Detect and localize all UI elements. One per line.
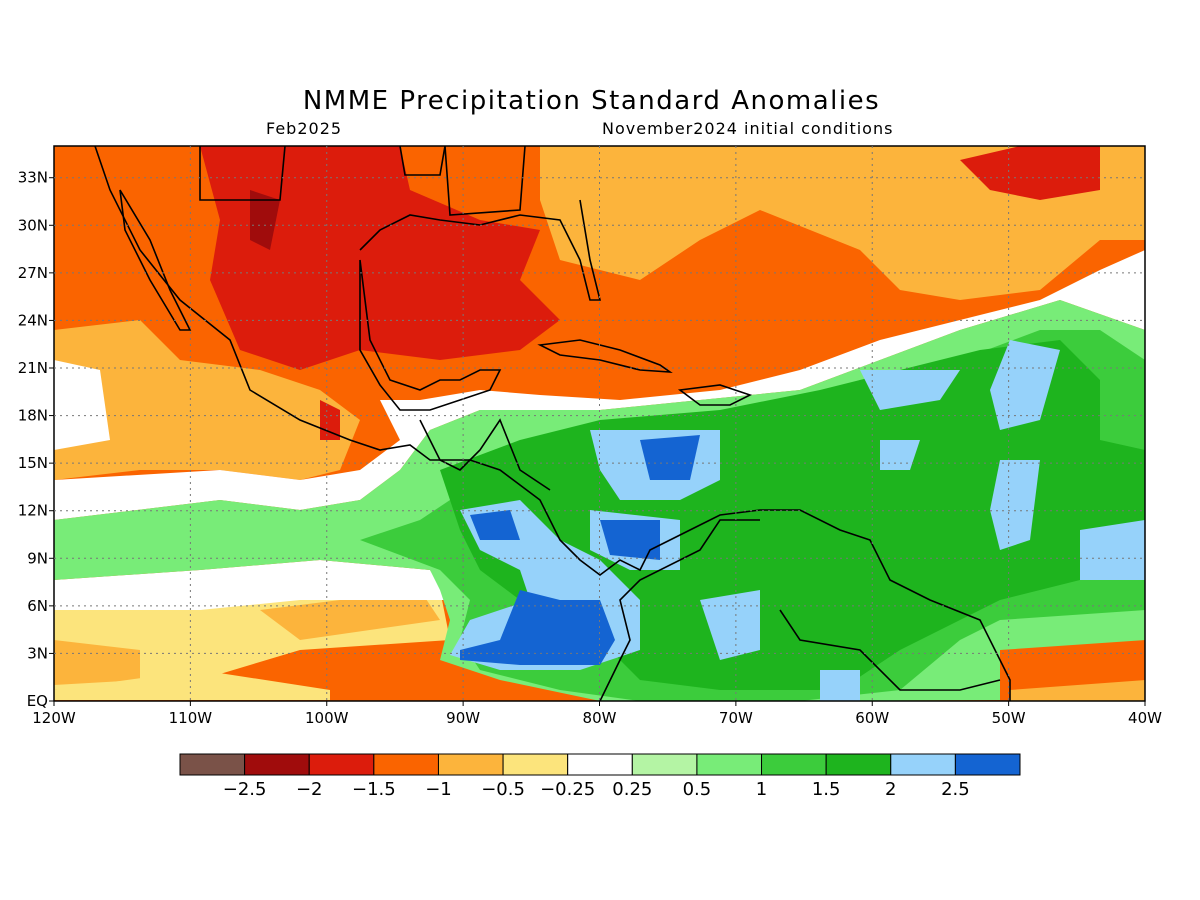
colorbar-swatch [437, 753, 504, 776]
colorbar-swatch [179, 753, 246, 776]
longitude-label: 50W [992, 709, 1026, 727]
colorbar: −2.5 −2 −1.5 −1 −0.5 −0.25 0.25 0.5 1 1.5 2 2.5 [179, 753, 1021, 800]
latitude-labels: EQ 3N 6N 9N 12N 15N 18N 21N 24N 27N 30N 33N [18, 169, 54, 710]
latitude-label: 27N [18, 264, 48, 282]
colorbar-label: 0.25 [612, 779, 652, 800]
neutral-region [54, 250, 1145, 520]
longitude-label: 40W [1128, 709, 1162, 727]
graticule [54, 146, 1145, 701]
longitude-label: 120W [32, 709, 76, 727]
latitude-label: 9N [27, 549, 48, 567]
longitude-label: 80W [583, 709, 617, 727]
colorbar-swatch [696, 753, 763, 776]
colorbar-swatch [954, 753, 1021, 776]
colorbar-label: 0.5 [683, 779, 712, 800]
latitude-label: 21N [18, 359, 48, 377]
latitude-label: 15N [18, 454, 48, 472]
latitude-label: 3N [27, 644, 48, 662]
initial-conditions-label: November2024 initial conditions [602, 119, 894, 138]
latitude-label: 18N [18, 407, 48, 425]
colorbar-label: −0.25 [540, 779, 595, 800]
latitude-label: 24N [18, 311, 48, 329]
valid-month-label: Feb2025 [266, 119, 343, 138]
strong-dry-region [200, 146, 560, 370]
colorbar-label: −2.5 [223, 779, 267, 800]
longitude-labels: 120W 110W 100W 90W 80W 70W 60W 50W 40W [32, 701, 1162, 727]
colorbar-swatch [308, 753, 375, 776]
latitude-label: 30N [18, 216, 48, 234]
longitude-label: 70W [719, 709, 753, 727]
latitude-label: 33N [18, 169, 48, 187]
longitude-label: 110W [169, 709, 213, 727]
colorbar-swatch [761, 753, 827, 776]
colorbar-swatch [502, 753, 569, 776]
colorbar-swatch [631, 753, 698, 776]
map-title: NMME Precipitation Standard Anomalies [302, 86, 881, 116]
colorbar-label: −1 [425, 779, 452, 800]
colorbar-label: −0.5 [481, 779, 525, 800]
colorbar-swatch [244, 753, 310, 776]
colorbar-swatch [825, 753, 892, 776]
coastlines [94, 146, 1011, 701]
longitude-label: 60W [855, 709, 889, 727]
extreme-wet-region [640, 435, 700, 480]
colorbar-label: 1 [756, 779, 767, 800]
colorbar-label: −1.5 [352, 779, 396, 800]
colorbar-label: 2.5 [941, 779, 970, 800]
colorbar-swatch [373, 753, 439, 776]
colorbar-swatch [567, 753, 633, 776]
latitude-label: 12N [18, 502, 48, 520]
latitude-label: EQ [27, 692, 48, 710]
colorbar-swatch [890, 753, 956, 776]
extreme-dry-region [250, 190, 280, 250]
longitude-label: 90W [446, 709, 480, 727]
colorbar-label: 1.5 [812, 779, 841, 800]
colorbar-label: −2 [296, 779, 323, 800]
longitude-label: 100W [305, 709, 349, 727]
colorbar-label: 2 [885, 779, 896, 800]
latitude-label: 6N [27, 597, 48, 615]
